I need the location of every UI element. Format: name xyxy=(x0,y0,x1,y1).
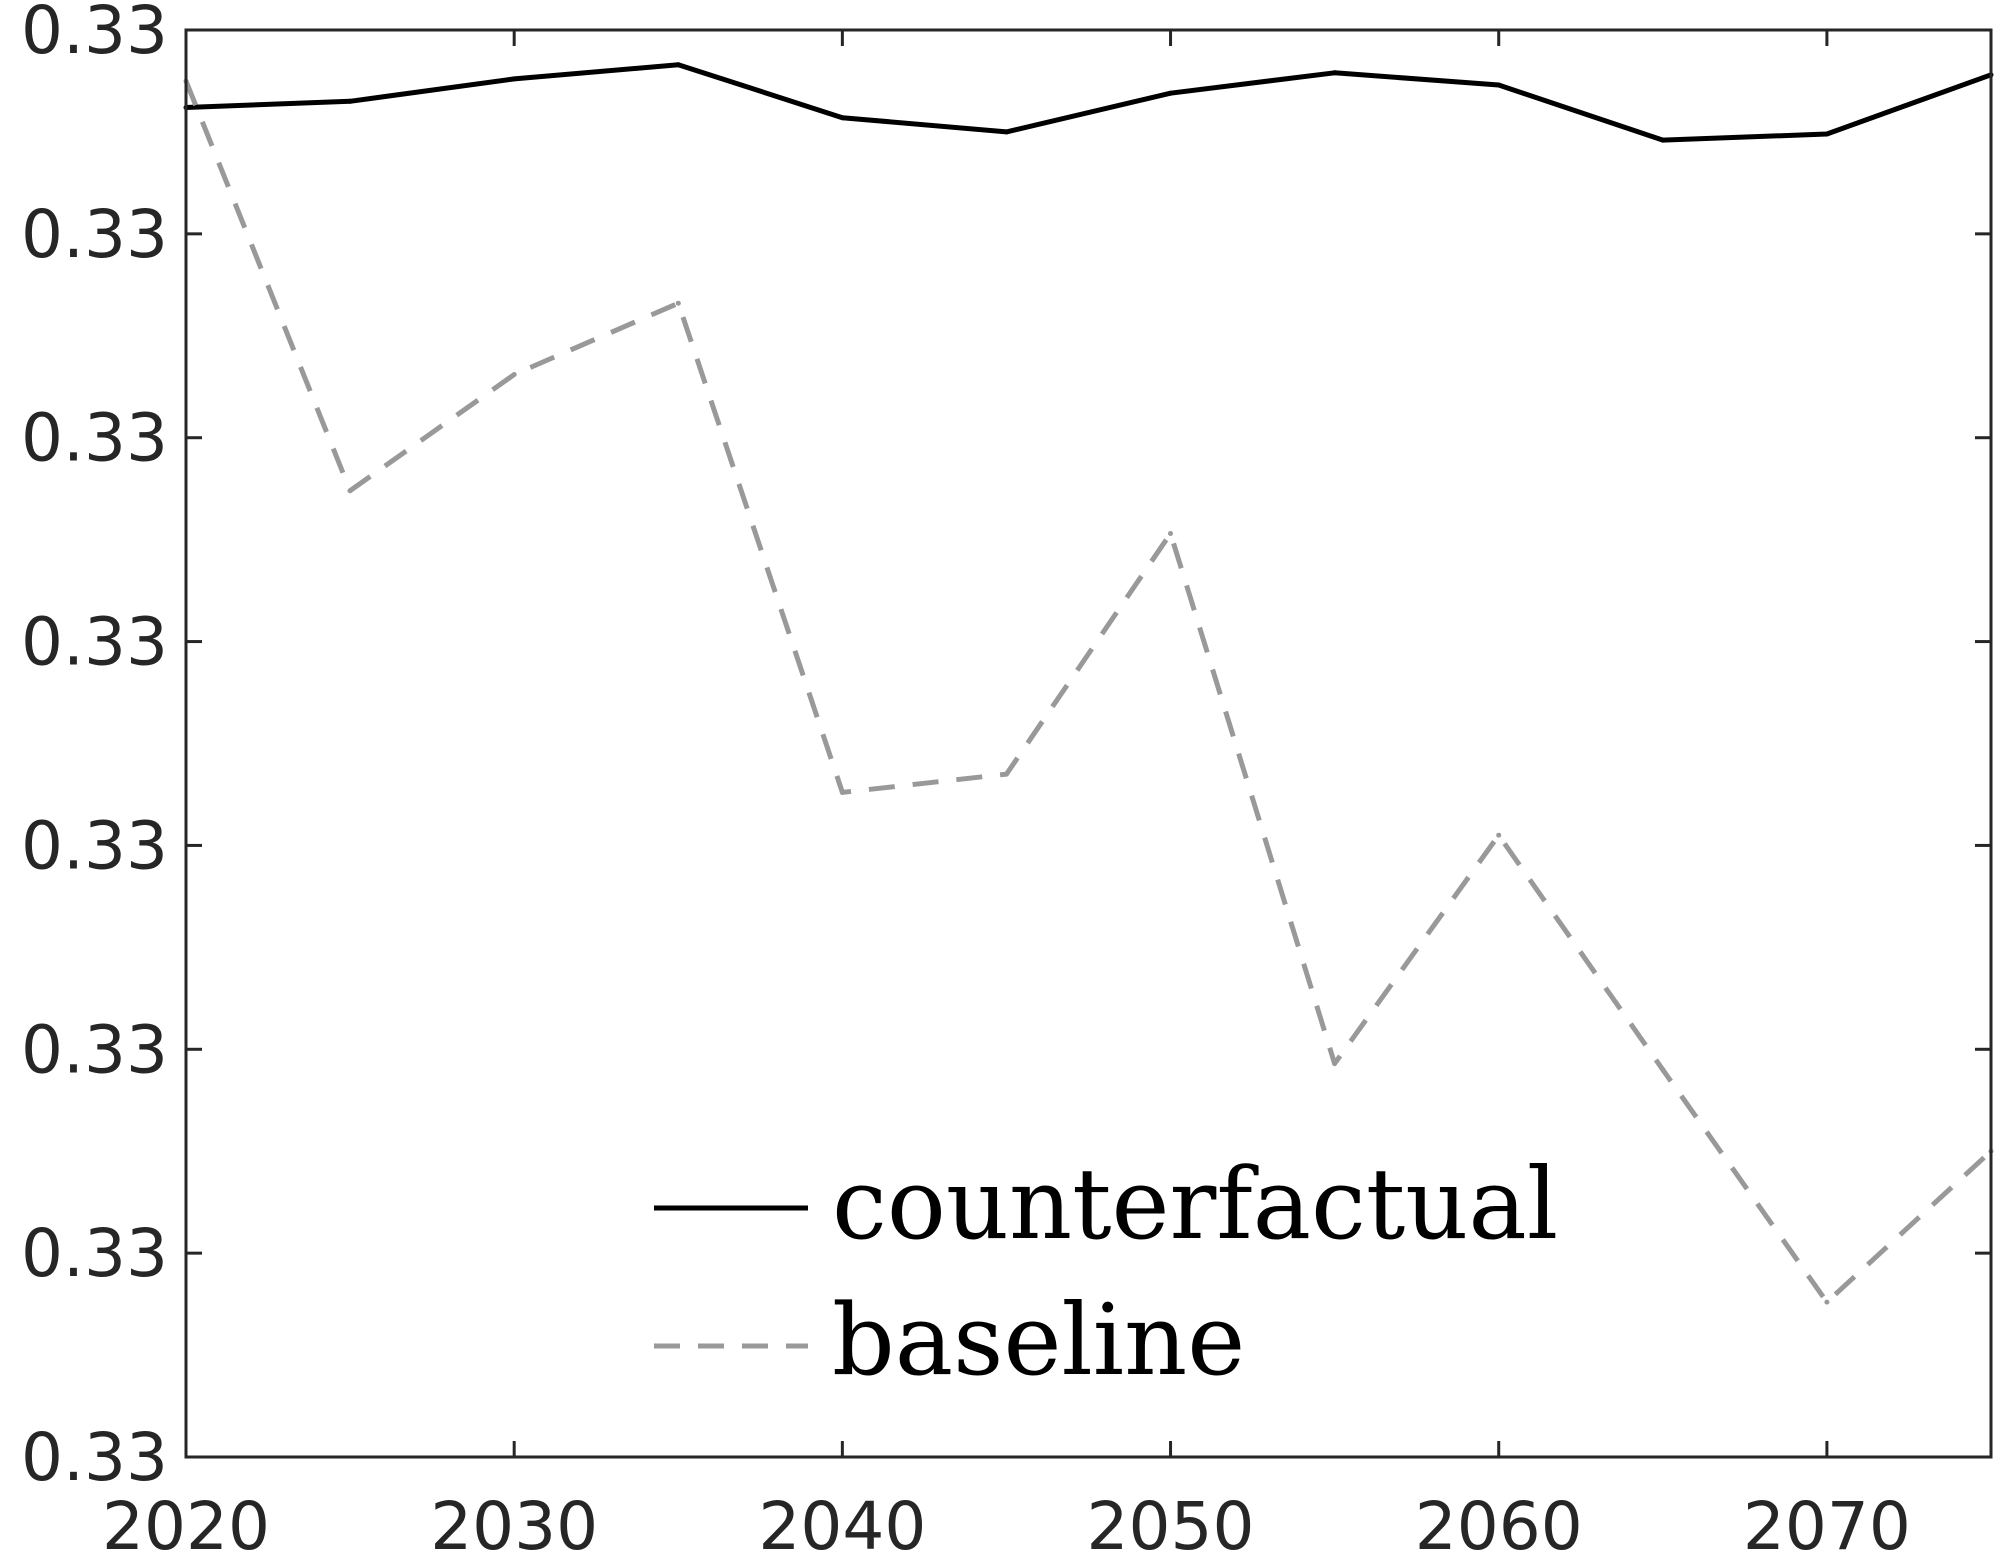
legend-label-counterfactual: counterfactual xyxy=(832,1148,1558,1262)
y-tick-label: 0.33 xyxy=(21,196,168,273)
data-point-baseline-2025 xyxy=(347,488,353,494)
y-tick-label: 0.33 xyxy=(21,0,168,69)
data-point-baseline-2060 xyxy=(1496,832,1502,838)
y-tick-label: 0.33 xyxy=(21,400,168,477)
x-tick-label: 2070 xyxy=(1743,1488,1911,1554)
data-point-baseline-2055 xyxy=(1332,1061,1338,1067)
y-tick-label: 0.33 xyxy=(21,1215,168,1292)
data-point-counterfactual-2035 xyxy=(675,62,681,68)
y-tick-label: 0.33 xyxy=(21,807,168,884)
legend-label-baseline: baseline xyxy=(832,1284,1245,1398)
data-point-counterfactual-2070 xyxy=(1824,131,1830,137)
plot-background xyxy=(186,30,1991,1457)
legend: counterfactual baseline xyxy=(654,1148,1558,1398)
x-tick-label: 2040 xyxy=(758,1488,926,1554)
axes-box xyxy=(184,28,1993,1459)
x-tick-label: 2050 xyxy=(1087,1488,1255,1554)
data-point-baseline-2030 xyxy=(511,372,517,377)
y-tick-label: 0.33 xyxy=(21,1011,168,1088)
x-axis-tick-labels: 2020 2030 2040 2050 2060 2070 xyxy=(102,1488,1911,1554)
y-tick-label: 0.33 xyxy=(21,1419,168,1496)
y-axis-tick-labels: 0.33 0.33 0.33 0.33 0.33 0.33 0.33 0.33 xyxy=(21,0,168,1496)
data-point-baseline-2040 xyxy=(839,789,845,795)
y-tick-label: 0.33 xyxy=(21,604,168,681)
data-point-counterfactual-2040 xyxy=(839,115,845,121)
data-point-counterfactual-2050 xyxy=(1168,90,1173,96)
x-tick-label: 2060 xyxy=(1415,1488,1583,1554)
series-line-baseline xyxy=(183,80,1993,1305)
data-point-baseline-2070 xyxy=(1824,1299,1830,1305)
data-point-counterfactual-2025 xyxy=(347,98,353,104)
data-point-counterfactual-2055 xyxy=(1332,70,1338,76)
data-point-counterfactual-2065 xyxy=(1660,137,1666,143)
data-point-baseline-2045 xyxy=(1004,771,1009,777)
data-point-counterfactual-2045 xyxy=(1004,129,1009,135)
x-tick-label: 2030 xyxy=(430,1488,598,1554)
series-line-counterfactual xyxy=(185,62,1992,143)
data-point-baseline-2065 xyxy=(1660,1067,1666,1073)
data-point-counterfactual-2030 xyxy=(511,76,517,82)
data-point-baseline-2050 xyxy=(1168,531,1173,536)
data-point-counterfactual-2060 xyxy=(1496,82,1502,88)
x-tick-label: 2020 xyxy=(102,1488,270,1554)
data-point-baseline-2035 xyxy=(675,300,681,306)
